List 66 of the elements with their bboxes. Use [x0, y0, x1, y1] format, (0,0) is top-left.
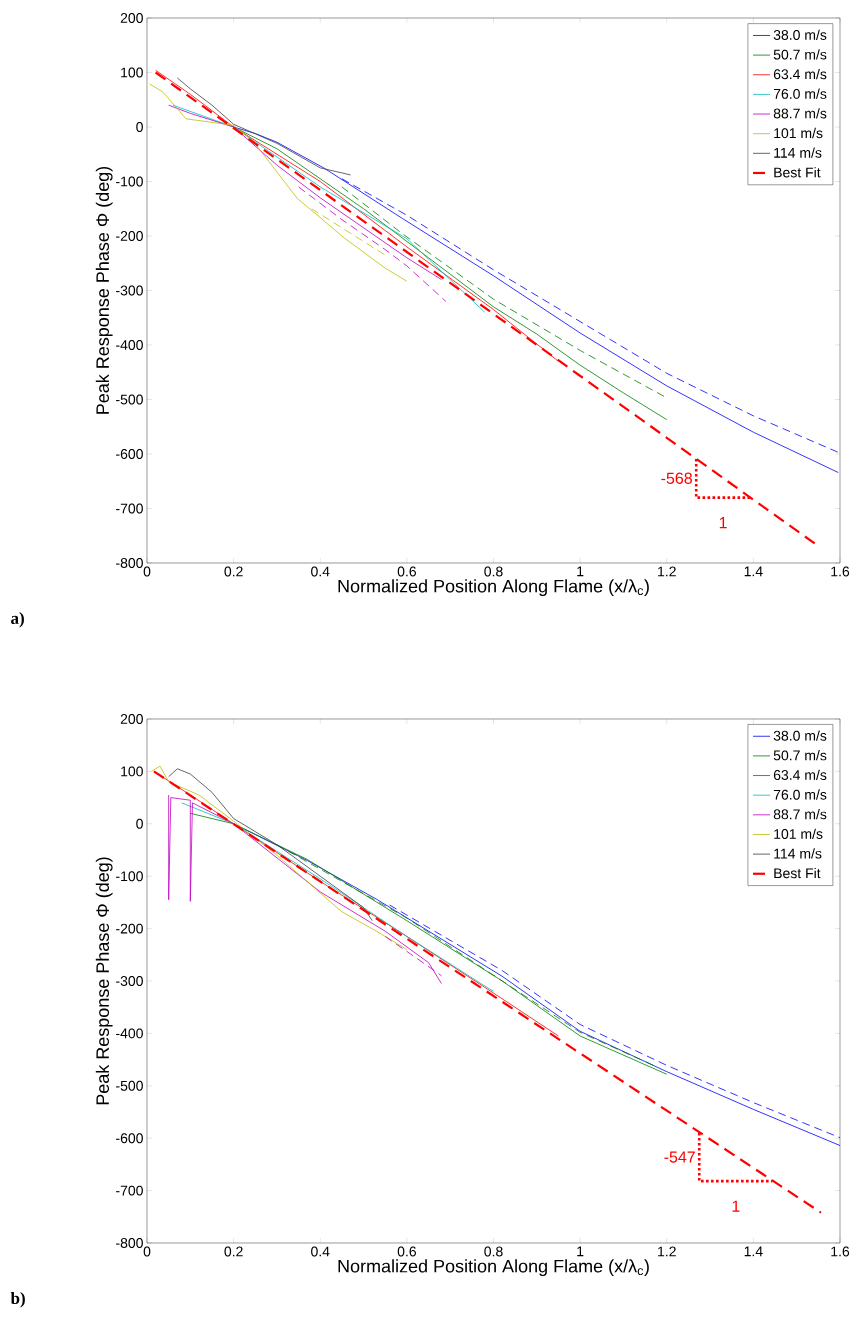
- y-tick-label: -800: [116, 558, 143, 568]
- y-tick-label: 200: [120, 13, 143, 23]
- legend-label: 88.7 m/s: [773, 809, 827, 820]
- x-tick-label: 0.2: [224, 566, 243, 577]
- x-tick-label: 0.2: [224, 1246, 243, 1257]
- legend-label: Best Fit: [774, 167, 821, 178]
- text: b): [10, 1292, 25, 1308]
- y-tick-label: -300: [116, 976, 143, 986]
- x-tick-label: 0.6: [397, 566, 416, 577]
- y-tick-label: -600: [116, 1133, 143, 1144]
- legend-label: 114 m/s: [774, 147, 822, 158]
- legend-label: 50.7 m/s: [773, 750, 827, 761]
- y-tick-label: -200: [116, 923, 143, 934]
- y-tick-label: -500: [116, 394, 143, 405]
- legend-label: 114 m/s: [774, 848, 822, 859]
- legend-label: 50.7 m/s: [773, 49, 827, 60]
- x-tick-label: 0: [143, 566, 151, 577]
- legend-label: 88.7 m/s: [773, 108, 827, 119]
- legend-label: 38.0 m/s: [773, 730, 827, 741]
- y-tick-label: -400: [116, 1028, 143, 1039]
- annotation: -568: [661, 472, 692, 484]
- legend-label: 76.0 m/s: [773, 88, 827, 99]
- legend-label: 101 m/s: [774, 127, 823, 139]
- legend-label: Best Fit: [774, 867, 821, 879]
- legend-label: 38.0 m/s: [773, 29, 827, 40]
- x-tick-label: 0.6: [397, 1246, 416, 1257]
- legend-label: 63.4 m/s: [773, 769, 827, 780]
- x-axis-title: Normalized Position Along Flame (x/λ$_{c}$): [338, 579, 649, 597]
- x-tick-label: 1.2: [658, 566, 676, 577]
- y-axis-title: Peak Response Phase Φ (deg): [95, 857, 113, 1105]
- legend-label: 63.4 m/s: [773, 68, 827, 80]
- x-tick-label: 0.4: [311, 1246, 330, 1257]
- x-tick-label: 0.8: [484, 566, 503, 577]
- y-tick-label: -200: [116, 231, 143, 241]
- y-tick-label: -100: [116, 871, 143, 882]
- legend-label: 101 m/s: [774, 828, 823, 839]
- y-tick-label: -400: [116, 340, 143, 350]
- y-axis-title: Peak Response Phase Φ (deg): [95, 166, 113, 414]
- x-tick-label: 1: [577, 1246, 584, 1257]
- x-tick-label: 1: [577, 566, 584, 577]
- y-tick-label: -300: [116, 285, 143, 296]
- y-tick-label: -600: [116, 449, 143, 459]
- y-tick-label: 0: [136, 818, 143, 829]
- annotation: -547: [664, 1151, 695, 1163]
- y-tick-label: -800: [116, 1238, 143, 1248]
- y-tick-label: 0: [136, 122, 143, 132]
- x-tick-label: 1.6: [831, 1246, 850, 1257]
- y-tick-label: 200: [120, 714, 143, 724]
- x-tick-label: 0: [143, 1246, 151, 1257]
- legend-label: 76.0 m/s: [773, 789, 827, 800]
- y-tick-label: -100: [116, 176, 143, 187]
- annotation: 1: [732, 1200, 740, 1212]
- x-tick-label: 0.4: [311, 566, 330, 577]
- x-tick-label: 1.4: [744, 1246, 763, 1257]
- y-tick-label: -500: [116, 1080, 143, 1091]
- annotation: 1: [719, 517, 727, 529]
- y-tick-label: 100: [121, 766, 143, 777]
- y-tick-label: -700: [116, 503, 143, 514]
- y-tick-label: -700: [116, 1185, 143, 1196]
- x-tick-label: 1.2: [658, 1246, 676, 1257]
- x-axis-title: Normalized Position Along Flame (x/λ$_{c}$): [338, 1259, 649, 1277]
- x-tick-label: 1.6: [831, 566, 850, 577]
- x-tick-label: 0.8: [484, 1246, 503, 1257]
- x-tick-label: 1.4: [744, 566, 763, 577]
- text: a): [11, 612, 24, 628]
- y-tick-label: 100: [121, 67, 143, 78]
